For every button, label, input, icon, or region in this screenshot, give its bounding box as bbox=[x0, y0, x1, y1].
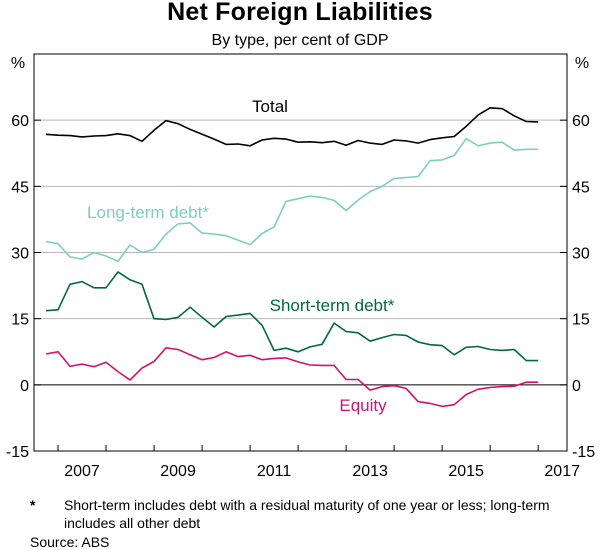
y-tick-label-right: 15 bbox=[572, 312, 590, 329]
y-tick-label-right: 0 bbox=[572, 378, 581, 395]
series-label-total: Total bbox=[252, 97, 288, 116]
x-tick-label: 2017 bbox=[544, 463, 580, 480]
chart-title: Net Foreign Liabilities bbox=[167, 0, 433, 26]
y-tick-label-left: 15 bbox=[11, 312, 29, 329]
footnote-text: Short-term includes debt with a residual… bbox=[64, 497, 550, 531]
x-tick-label: 2009 bbox=[160, 463, 196, 480]
y-tick-label-right: 45 bbox=[572, 179, 590, 196]
series-line-short-term-debt bbox=[45, 271, 539, 362]
y-tick-label-left: -15 bbox=[6, 444, 29, 461]
series-label-short-term-debt: Short-term debt* bbox=[270, 296, 395, 315]
y-axis-unit-right: % bbox=[575, 55, 589, 72]
y-tick-label-right: 30 bbox=[572, 246, 590, 263]
y-tick-label-right: -15 bbox=[572, 444, 595, 461]
series-labels: Total Long-term debt* Short-term debt* Equi… bbox=[87, 97, 395, 415]
series-lines bbox=[45, 107, 539, 408]
x-tick-label: 2013 bbox=[352, 463, 388, 480]
y-tick-label-left: 60 bbox=[11, 113, 29, 130]
x-tick-label: 2015 bbox=[448, 463, 484, 480]
y-axis-unit-left: % bbox=[11, 55, 25, 72]
y-tick-label-left: 45 bbox=[11, 179, 29, 196]
series-label-long-term-debt: Long-term debt* bbox=[87, 203, 209, 222]
series-line-equity bbox=[45, 346, 539, 408]
y-tick-label-right: 60 bbox=[572, 113, 590, 130]
y-tick-label-left: 0 bbox=[20, 378, 29, 395]
gridlines bbox=[34, 119, 567, 452]
series-label-equity: Equity bbox=[339, 396, 387, 415]
chart-subtitle: By type, per cent of GDP bbox=[211, 32, 389, 49]
footnote-marker: * bbox=[30, 497, 36, 513]
source-note: Source: ABS bbox=[30, 534, 110, 550]
series-line-total bbox=[45, 107, 539, 147]
tick-labels: -15 -15 0 0 15 15 30 30 45 45 60 60 2007 2009 2011 2013… bbox=[6, 113, 595, 480]
x-tick-label: 2007 bbox=[64, 463, 100, 480]
series-line-long-term-debt bbox=[45, 137, 539, 263]
x-tick-label: 2011 bbox=[257, 463, 292, 480]
y-tick-label-left: 30 bbox=[11, 246, 29, 263]
plot-frame bbox=[33, 53, 568, 452]
